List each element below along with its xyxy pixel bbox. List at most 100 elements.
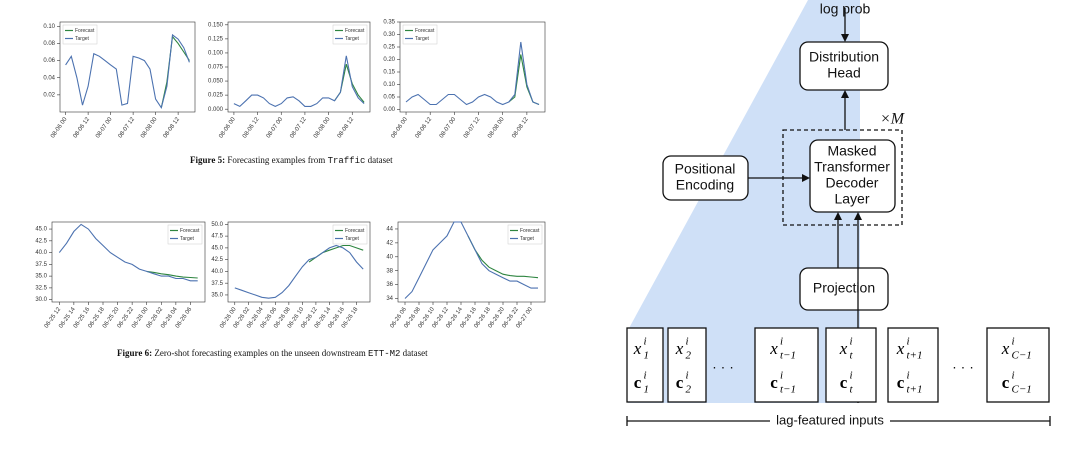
input-symbol: c bbox=[634, 373, 642, 392]
y-tick-label: 0.000 bbox=[208, 107, 224, 113]
y-tick-label: 0.25 bbox=[383, 45, 395, 51]
legend-label: Forecast bbox=[345, 228, 365, 234]
input-sub: t bbox=[850, 350, 854, 362]
caption-code: Traffic bbox=[327, 156, 366, 166]
y-tick-label: 0.125 bbox=[208, 36, 224, 42]
input-symbol: c bbox=[840, 373, 848, 392]
y-tick-label: 42.5 bbox=[35, 238, 47, 244]
series-line bbox=[234, 244, 364, 299]
y-tick-label: 37.5 bbox=[35, 262, 47, 268]
y-tick-label: 0.10 bbox=[383, 82, 395, 88]
legend-box bbox=[332, 24, 368, 45]
series-line bbox=[65, 33, 190, 110]
y-tick-label: 0.06 bbox=[43, 58, 55, 64]
y-tick-label: 42 bbox=[386, 240, 393, 246]
input-sup: i bbox=[686, 370, 689, 382]
legend-box bbox=[402, 24, 438, 45]
input-sup: i bbox=[907, 336, 910, 348]
series-line bbox=[160, 35, 190, 108]
x-tick-label: 08-08 00 bbox=[313, 116, 332, 139]
input-box bbox=[887, 327, 939, 403]
legend-box bbox=[62, 24, 98, 45]
y-tick-label: 37.5 bbox=[211, 281, 223, 287]
input-sub: 1 bbox=[644, 384, 650, 396]
series-line bbox=[233, 55, 365, 108]
input-sub: 1 bbox=[644, 350, 650, 362]
box-label: Encoding bbox=[676, 177, 734, 193]
legend-label: Forecast bbox=[415, 28, 435, 34]
legend-box bbox=[507, 224, 543, 245]
input-sub: t+1 bbox=[907, 350, 923, 362]
input-sub: t bbox=[850, 384, 854, 396]
caption-text: Zero-shot forecasting examples on the un… bbox=[154, 348, 366, 358]
box-label: Transformer bbox=[814, 159, 890, 175]
box-label: Masked bbox=[827, 143, 876, 159]
input-sub: t+1 bbox=[907, 384, 923, 396]
y-tick-label: 35.0 bbox=[35, 274, 47, 280]
x-tick-label: 08-06 00 bbox=[50, 116, 69, 139]
legend-label: Forecast bbox=[520, 228, 540, 234]
y-tick-label: 0.02 bbox=[43, 92, 55, 98]
box-label: Layer bbox=[834, 191, 869, 207]
y-tick-label: 0.35 bbox=[383, 20, 395, 26]
input-symbol: c bbox=[1002, 373, 1010, 392]
plot-frame bbox=[399, 21, 546, 113]
y-tick-label: 47.5 bbox=[211, 234, 223, 240]
y-tick-label: 45.0 bbox=[35, 227, 47, 233]
legend-label: Target bbox=[345, 36, 360, 42]
x-tick-label: 08-08 00 bbox=[140, 116, 159, 139]
x-tick-label: 08-08 12 bbox=[163, 116, 182, 139]
x-tick-label: 08-06 12 bbox=[415, 116, 434, 139]
legend-label: Forecast bbox=[180, 228, 200, 234]
input-box bbox=[626, 327, 664, 403]
y-tick-label: 40.0 bbox=[211, 269, 223, 275]
legend-label: Target bbox=[345, 236, 360, 242]
ellipsis: · · · bbox=[952, 359, 974, 375]
ellipsis: · · · bbox=[712, 359, 734, 375]
input-sub: C−1 bbox=[1012, 384, 1032, 396]
input-sub: C−1 bbox=[1012, 350, 1032, 362]
input-sup: i bbox=[850, 370, 853, 382]
y-tick-label: 44 bbox=[386, 227, 393, 233]
y-tick-label: 50.0 bbox=[211, 222, 223, 228]
series-line bbox=[405, 41, 540, 106]
head-box bbox=[799, 41, 889, 91]
input-sup: i bbox=[686, 336, 689, 348]
y-tick-label: 0.20 bbox=[383, 57, 395, 63]
input-sup: i bbox=[907, 370, 910, 382]
caption-text: Forecasting examples from bbox=[227, 155, 326, 165]
y-tick-label: 36 bbox=[386, 282, 393, 288]
series-line bbox=[467, 235, 539, 279]
repeat-label: ×M bbox=[880, 111, 906, 128]
arrowhead bbox=[802, 174, 810, 182]
x-tick-label: 08-07 12 bbox=[289, 116, 308, 139]
input-sub: 2 bbox=[686, 350, 692, 362]
input-sub: 2 bbox=[686, 384, 692, 396]
legend-label: Target bbox=[415, 36, 430, 42]
input-symbol: x bbox=[896, 339, 905, 358]
legend-label: Forecast bbox=[345, 28, 365, 34]
legend-box bbox=[167, 224, 203, 245]
input-symbol: x bbox=[633, 339, 642, 358]
input-sup: i bbox=[644, 336, 647, 348]
arrowhead bbox=[834, 212, 842, 220]
caption: Figure 6: Zero-shot forecasting examples… bbox=[117, 348, 428, 359]
series-line bbox=[146, 270, 198, 279]
x-tick-label: 08-08 12 bbox=[511, 116, 530, 139]
decoder-box bbox=[809, 139, 896, 213]
x-tick-label: 08-07 00 bbox=[95, 116, 114, 139]
legend-box bbox=[332, 224, 368, 245]
input-sup: i bbox=[850, 336, 853, 348]
input-symbol: x bbox=[769, 339, 778, 358]
y-tick-label: 32.5 bbox=[35, 285, 47, 291]
input-sub: t−1 bbox=[780, 350, 796, 362]
y-tick-label: 0.150 bbox=[208, 22, 224, 28]
legend-label: Target bbox=[75, 36, 90, 42]
diagram-boxes bbox=[626, 8, 1051, 426]
y-tick-label: 0.100 bbox=[208, 51, 224, 57]
x-tick-label: 08-06 00 bbox=[390, 116, 409, 139]
input-symbol: x bbox=[1001, 339, 1010, 358]
box-label: Distribution bbox=[809, 49, 879, 65]
arrowhead bbox=[841, 90, 849, 98]
